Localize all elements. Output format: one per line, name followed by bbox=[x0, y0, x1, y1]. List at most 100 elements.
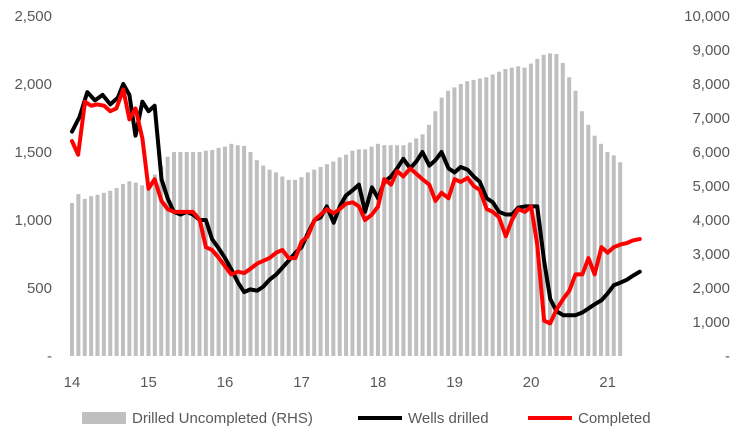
dur-bar bbox=[82, 198, 87, 356]
dur-bar bbox=[369, 146, 374, 356]
dur-bar bbox=[178, 152, 183, 356]
left-axis-ticks: - 500 1,000 1,500 2,000 2,500 bbox=[14, 8, 52, 365]
dur-bar bbox=[395, 145, 400, 356]
dur-bar bbox=[611, 155, 616, 356]
dur-bar bbox=[465, 81, 470, 356]
dur-bar bbox=[490, 74, 495, 356]
dur-bar bbox=[242, 145, 247, 356]
dur-bar bbox=[350, 150, 355, 356]
dur-bar bbox=[388, 145, 393, 356]
dur-bar bbox=[235, 145, 240, 356]
right-axis-ticks: - 1,000 2,000 3,000 4,000 5,000 6,000 7,000 8,00… bbox=[684, 8, 730, 365]
dur-bar bbox=[305, 172, 310, 356]
dur-bar bbox=[484, 77, 489, 356]
x-axis-ticks: 14 15 16 17 18 19 20 21 bbox=[64, 374, 616, 391]
dur-bar bbox=[337, 157, 342, 356]
dur-bar bbox=[70, 203, 74, 356]
legend: Drilled Uncompleted (RHS) Wells drilled … bbox=[0, 402, 741, 432]
dur-bar bbox=[127, 181, 132, 356]
y-right-tick-label: 6,000 bbox=[692, 144, 730, 161]
dur-bar bbox=[312, 169, 317, 356]
dur-bar bbox=[89, 196, 94, 356]
legend-label: Completed bbox=[578, 409, 651, 427]
dur-bar bbox=[76, 194, 81, 356]
dur-bar bbox=[229, 143, 234, 356]
dur-bar bbox=[579, 111, 584, 356]
dur-bar bbox=[140, 185, 145, 356]
legend-swatch-bar bbox=[82, 412, 126, 424]
y-right-tick-label: 10,000 bbox=[684, 8, 730, 25]
y-right-tick-label: 9,000 bbox=[692, 42, 730, 59]
x-tick-label: 18 bbox=[370, 374, 387, 391]
dur-bar bbox=[318, 166, 323, 356]
y-left-tick-label: - bbox=[47, 348, 52, 365]
y-left-tick-label: 1,500 bbox=[14, 144, 52, 161]
dur-bar bbox=[108, 190, 113, 356]
y-left-tick-label: 2,500 bbox=[14, 8, 52, 25]
dur-bar bbox=[363, 149, 368, 356]
y-right-tick-label: 4,000 bbox=[692, 212, 730, 229]
y-right-tick-label: 1,000 bbox=[692, 314, 730, 331]
dur-bar bbox=[573, 90, 578, 357]
dur-bar bbox=[324, 164, 329, 356]
legend-swatch-line bbox=[528, 416, 572, 420]
y-left-tick-label: 2,000 bbox=[14, 76, 52, 93]
dur-bar bbox=[216, 147, 221, 356]
dur-bar bbox=[267, 169, 272, 356]
x-tick-label: 21 bbox=[599, 374, 616, 391]
dur-bar bbox=[95, 194, 100, 356]
x-tick-label: 19 bbox=[446, 374, 463, 391]
legend-item-completed: Completed bbox=[528, 408, 651, 428]
dur-bar bbox=[293, 179, 298, 356]
y-right-tick-label: 2,000 bbox=[692, 280, 730, 297]
dur-bar bbox=[356, 149, 361, 356]
dur-bar bbox=[197, 152, 202, 356]
y-right-tick-label: 5,000 bbox=[692, 178, 730, 195]
dur-bar bbox=[452, 87, 457, 357]
dur-bar bbox=[554, 54, 559, 356]
dur-bar bbox=[382, 145, 387, 356]
legend-label: Wells drilled bbox=[408, 409, 489, 427]
dur-bar bbox=[133, 182, 138, 356]
dur-bar bbox=[471, 79, 476, 357]
dur-bar bbox=[567, 77, 572, 356]
dur-bar bbox=[446, 90, 451, 357]
dur-bar bbox=[414, 138, 419, 356]
dur-bar bbox=[586, 124, 591, 356]
dur-bar bbox=[286, 179, 291, 356]
dur-bar bbox=[203, 150, 208, 356]
chart-area: - 500 1,000 1,500 2,000 2,500 - 1,000 2,000 3,00… bbox=[14, 8, 730, 391]
dur-bar bbox=[401, 145, 406, 356]
dur-bar bbox=[120, 183, 125, 356]
dur-bar bbox=[248, 152, 253, 356]
dur-bar bbox=[331, 161, 336, 356]
dur-bar bbox=[426, 124, 431, 356]
y-right-tick-label: 3,000 bbox=[692, 246, 730, 263]
dur-bar bbox=[618, 162, 623, 356]
dur-bar bbox=[171, 152, 176, 356]
x-tick-label: 14 bbox=[64, 374, 81, 391]
dur-bar bbox=[152, 174, 157, 356]
dur-bar bbox=[433, 111, 438, 356]
y-left-tick-label: 1,000 bbox=[14, 212, 52, 229]
dur-bar bbox=[407, 142, 412, 356]
dur-bar bbox=[114, 188, 119, 356]
x-tick-label: 15 bbox=[140, 374, 157, 391]
dur-bar bbox=[273, 172, 278, 356]
dur-bar bbox=[344, 154, 349, 356]
dur-bar bbox=[541, 54, 546, 356]
x-tick-label: 20 bbox=[523, 374, 540, 391]
y-right-tick-label: - bbox=[725, 348, 730, 365]
dur-bar bbox=[299, 177, 304, 356]
y-left-tick-label: 500 bbox=[27, 280, 52, 297]
dur-bar bbox=[222, 146, 227, 356]
dur-bar bbox=[101, 192, 106, 356]
dur-bar bbox=[254, 160, 259, 356]
y-right-tick-label: 7,000 bbox=[692, 110, 730, 127]
dur-bar bbox=[146, 182, 151, 356]
dur-bar bbox=[191, 152, 196, 356]
dur-bar bbox=[439, 97, 444, 356]
wells-drilled-line bbox=[70, 82, 642, 318]
legend-label: Drilled Uncompleted (RHS) bbox=[132, 409, 313, 427]
legend-swatch-line bbox=[358, 416, 402, 420]
